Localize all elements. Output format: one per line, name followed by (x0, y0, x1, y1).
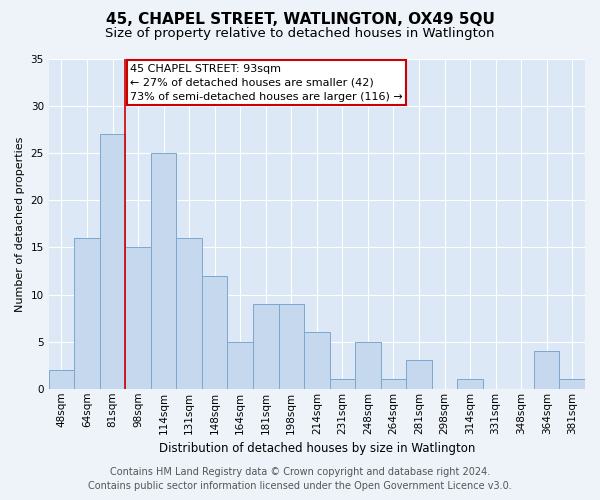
Bar (202, 276, 227, 389)
Bar (457, 380, 483, 389)
Bar (559, 380, 585, 389)
Bar (355, 342, 380, 389)
Bar (278, 304, 304, 389)
Bar (406, 360, 432, 389)
Bar (74, 238, 100, 389)
Bar (100, 134, 125, 389)
X-axis label: Distribution of detached houses by size in Watlington: Distribution of detached houses by size … (158, 442, 475, 455)
Bar (253, 304, 278, 389)
Bar (176, 238, 202, 389)
Bar (49, 370, 74, 389)
Text: Contains HM Land Registry data © Crown copyright and database right 2024.
Contai: Contains HM Land Registry data © Crown c… (88, 467, 512, 491)
Bar (304, 332, 329, 389)
Text: 45 CHAPEL STREET: 93sqm
← 27% of detached houses are smaller (42)
73% of semi-de: 45 CHAPEL STREET: 93sqm ← 27% of detache… (130, 64, 403, 102)
Bar (534, 351, 559, 389)
Text: Size of property relative to detached houses in Watlington: Size of property relative to detached ho… (105, 28, 495, 40)
Bar (329, 380, 355, 389)
Bar (151, 153, 176, 389)
Bar (380, 380, 406, 389)
Text: 45, CHAPEL STREET, WATLINGTON, OX49 5QU: 45, CHAPEL STREET, WATLINGTON, OX49 5QU (106, 12, 494, 28)
Y-axis label: Number of detached properties: Number of detached properties (15, 136, 25, 312)
Bar (227, 342, 253, 389)
Bar (125, 248, 151, 389)
